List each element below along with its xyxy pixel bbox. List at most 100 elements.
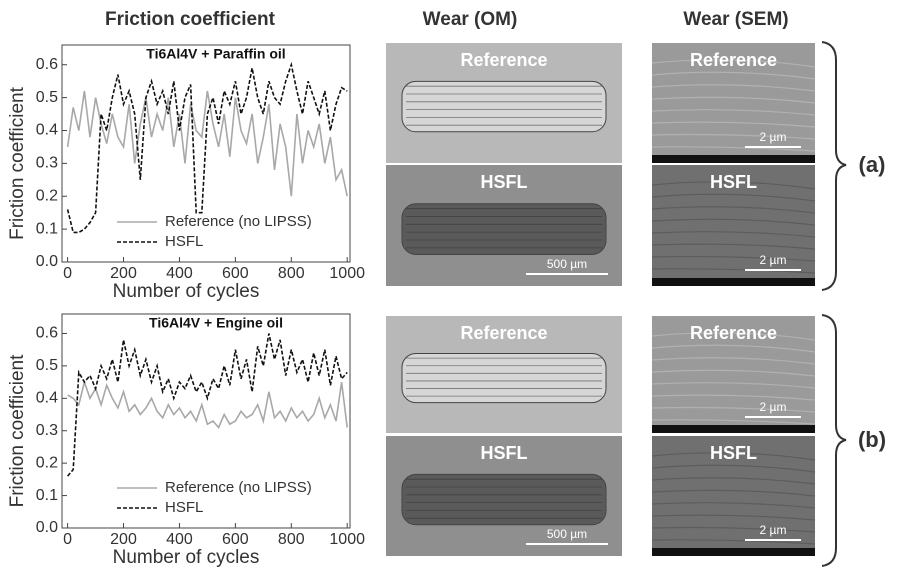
sem-texture bbox=[651, 502, 816, 509]
sem-texture bbox=[651, 146, 816, 152]
series-line bbox=[67, 379, 348, 429]
series-line bbox=[66, 333, 348, 477]
sem-info-bar bbox=[652, 425, 815, 433]
x-tick-label: 600 bbox=[222, 531, 249, 548]
legend-label: Reference (no LIPSS) bbox=[165, 479, 312, 496]
wear-track bbox=[401, 80, 607, 133]
y-axis-label: Friction coefficient bbox=[7, 86, 28, 239]
x-tick-label: 400 bbox=[166, 531, 193, 548]
sem-texture bbox=[651, 539, 816, 545]
y-tick-label: 0.0 bbox=[36, 253, 58, 270]
plot-frame bbox=[61, 44, 351, 263]
sem-texture bbox=[651, 332, 816, 341]
sem-texture bbox=[651, 268, 816, 274]
y-tick-label: 0.3 bbox=[36, 422, 58, 439]
scale-bar-label: 2 µm bbox=[760, 130, 787, 144]
x-tick-label: 800 bbox=[278, 265, 305, 282]
scale-bar-label: 2 µm bbox=[760, 523, 787, 537]
sem-texture bbox=[651, 84, 816, 92]
x-tick-label: 1000 bbox=[329, 531, 365, 548]
sem-info-bar bbox=[652, 278, 815, 286]
sem-texture bbox=[651, 193, 816, 202]
sem-texture bbox=[651, 394, 816, 401]
y-tick-label: 0.1 bbox=[36, 487, 58, 504]
image-label: HSFL bbox=[481, 443, 528, 463]
sem-texture bbox=[651, 59, 816, 68]
x-tick-label: 400 bbox=[166, 265, 193, 282]
sem-texture bbox=[651, 206, 816, 214]
y-tick-label: 0.1 bbox=[36, 220, 58, 237]
image-label: Reference bbox=[460, 323, 547, 343]
sem-texture bbox=[651, 71, 816, 80]
sem-texture bbox=[651, 477, 816, 485]
sem-texture bbox=[651, 489, 816, 497]
x-tick-label: 0 bbox=[63, 531, 72, 548]
scale-bar-label: 2 µm bbox=[760, 400, 787, 414]
sem-texture bbox=[651, 406, 816, 413]
image-label: HSFL bbox=[710, 443, 757, 463]
x-tick-label: 200 bbox=[110, 265, 137, 282]
image-label: Reference bbox=[460, 50, 547, 70]
panel-label: (a) bbox=[859, 152, 886, 177]
sem-texture bbox=[651, 464, 816, 473]
x-tick-label: 600 bbox=[222, 265, 249, 282]
x-tick-label: 200 bbox=[110, 531, 137, 548]
y-tick-label: 0.5 bbox=[36, 89, 58, 106]
x-axis-label: Number of cycles bbox=[113, 281, 260, 302]
sem-texture bbox=[651, 231, 816, 238]
panel-label: (b) bbox=[858, 427, 886, 452]
y-axis-label: Friction coefficient bbox=[7, 354, 28, 507]
column-header: Friction coefficient bbox=[105, 9, 276, 30]
y-tick-label: 0.4 bbox=[36, 390, 58, 407]
brace bbox=[821, 41, 847, 291]
y-tick-label: 0.4 bbox=[36, 122, 58, 139]
chart-title: Ti6Al4V + Engine oil bbox=[149, 315, 283, 331]
legend-label: HSFL bbox=[165, 499, 203, 516]
legend-label: Reference (no LIPSS) bbox=[165, 213, 312, 230]
sem-texture bbox=[651, 369, 816, 377]
scale-bar-label: 500 µm bbox=[547, 257, 587, 271]
x-axis-label: Number of cycles bbox=[113, 547, 260, 568]
sem-texture bbox=[651, 121, 816, 128]
sem-info-bar bbox=[652, 548, 815, 556]
image-label: Reference bbox=[690, 50, 777, 70]
y-tick-label: 0.0 bbox=[36, 519, 58, 536]
sem-texture bbox=[651, 382, 816, 389]
y-tick-label: 0.3 bbox=[36, 155, 58, 172]
wear-track bbox=[401, 473, 607, 526]
wear-track bbox=[401, 352, 607, 404]
series-line bbox=[66, 90, 348, 197]
sem-info-bar bbox=[652, 155, 815, 163]
y-tick-label: 0.5 bbox=[36, 357, 58, 374]
y-tick-label: 0.2 bbox=[36, 187, 58, 204]
y-tick-label: 0.2 bbox=[36, 454, 58, 471]
legend-label: HSFL bbox=[165, 233, 203, 250]
column-header: Wear (SEM) bbox=[683, 9, 788, 30]
image-label: Reference bbox=[690, 323, 777, 343]
sem-texture bbox=[651, 243, 816, 250]
sem-texture bbox=[651, 255, 816, 262]
image-label: HSFL bbox=[481, 172, 528, 192]
series-line bbox=[66, 61, 348, 234]
image-label: HSFL bbox=[710, 172, 757, 192]
column-header: Wear (OM) bbox=[423, 9, 518, 30]
sem-texture bbox=[651, 419, 816, 425]
x-tick-label: 1000 bbox=[329, 265, 365, 282]
sem-texture bbox=[651, 96, 816, 104]
scale-bar-label: 2 µm bbox=[760, 253, 787, 267]
y-tick-label: 0.6 bbox=[36, 56, 58, 73]
wear-track bbox=[401, 203, 607, 256]
sem-texture bbox=[651, 218, 816, 226]
brace bbox=[821, 314, 847, 567]
micrograph bbox=[652, 316, 815, 433]
sem-texture bbox=[651, 357, 816, 365]
sem-texture bbox=[651, 526, 816, 533]
chart-title: Ti6Al4V + Paraffin oil bbox=[146, 46, 285, 62]
sem-texture bbox=[651, 514, 816, 521]
sem-texture bbox=[651, 344, 816, 353]
x-tick-label: 0 bbox=[63, 265, 72, 282]
sem-texture bbox=[651, 109, 816, 116]
plot-frame bbox=[61, 313, 351, 529]
